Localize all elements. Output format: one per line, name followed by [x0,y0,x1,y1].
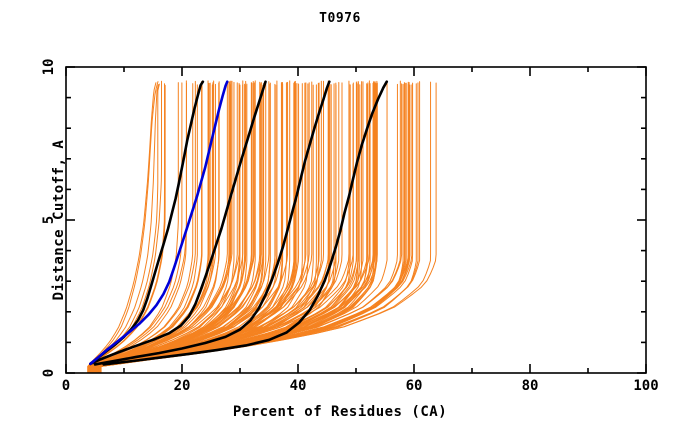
ensemble-curve [93,81,235,374]
ensemble-curve [98,84,337,374]
y-tick-label: 10 [41,58,57,76]
ensemble-curve [99,82,405,374]
ensemble-curve [97,81,364,374]
ensemble-curve [91,81,230,374]
ensemble-curve [99,81,363,374]
ensemble-curve [89,82,187,374]
ensemble-curve [92,80,254,374]
ensemble-curve [92,82,253,374]
ensemble-curve [96,83,354,374]
ensemble-curve [99,82,437,374]
ensemble-curve [92,84,247,374]
ensemble-curve [93,83,246,374]
ensemble-curve [94,83,248,374]
ensemble-curve [97,81,376,374]
ensemble-curve [91,83,240,374]
ensemble-curve [97,82,358,374]
ensemble-curve [96,82,295,374]
x-tick-label: 80 [521,378,539,394]
ensemble-curve [88,83,166,374]
ensemble-curve [98,84,377,374]
ensemble-curve [92,81,261,374]
ensemble-curve [94,82,310,374]
ensemble-curve [87,82,157,374]
y-tick-label: 0 [41,368,57,378]
ensemble-curve [97,83,297,374]
ensemble-curve [90,81,203,374]
ensemble-curve [91,81,220,374]
chart-title: T0976 [319,11,361,26]
blue-curve [89,80,229,366]
ensemble-curve [93,84,278,374]
ensemble-curve [94,83,261,374]
x-tick-label: 20 [173,378,191,394]
ensemble-curve [99,82,319,374]
ensemble-curve [93,81,270,374]
ensemble-curve [92,82,255,374]
ensemble-curve [92,84,264,374]
ensemble-curve [95,82,320,374]
ensemble-curve [89,82,179,374]
ensemble-curve [89,80,187,374]
ensemble-curve [90,84,198,374]
x-tick-label: 0 [61,378,71,394]
ensemble-curve [97,84,332,374]
orange-ensemble-curves [87,80,437,374]
ensemble-curve [100,83,404,374]
ensemble-curve [96,80,322,374]
ensemble-curve [94,80,256,374]
ensemble-curve [87,81,159,374]
ensemble-curve [99,84,330,374]
y-axis-label: Distance Cutoff, A [51,139,67,301]
ensemble-curve [99,81,409,374]
ensemble-curve [94,83,267,374]
x-axis-label: Percent of Residues (CA) [232,404,448,420]
axis-frame [65,66,647,374]
ensemble-curve [94,80,325,374]
ensemble-curve [97,83,309,374]
blue-reference-curve [89,80,229,366]
ensemble-curve [94,82,271,374]
ensemble-curve [93,84,231,374]
ensemble-curve [100,83,417,374]
ensemble-curve [97,82,378,374]
ensemble-curve [98,80,388,374]
ensemble-curve [87,84,159,374]
ensemble-curve [96,84,329,374]
ensemble-curve [97,80,291,374]
ensemble-curve [93,84,276,374]
ensemble-curve [97,81,375,374]
ensemble-curve [88,82,183,374]
ensemble-curve [88,83,160,374]
ensemble-curve [99,81,421,374]
ensemble-curve [90,83,194,374]
x-tick-label: 100 [633,378,659,394]
ensemble-curve [96,81,340,374]
ensemble-curve [98,84,411,374]
ensemble-curve [94,81,295,374]
x-tick-label: 60 [405,378,423,394]
black-curve-4 [102,80,389,366]
black-curve-3 [93,80,331,366]
ensemble-curve [90,82,210,374]
ensemble-curve [92,82,238,374]
ensemble-curve [91,81,228,374]
x-tick-label: 40 [289,378,307,394]
ensemble-curve [89,80,196,374]
ensemble-curve [98,80,401,374]
black-curve-2 [89,80,267,366]
ensemble-curve [91,80,244,374]
